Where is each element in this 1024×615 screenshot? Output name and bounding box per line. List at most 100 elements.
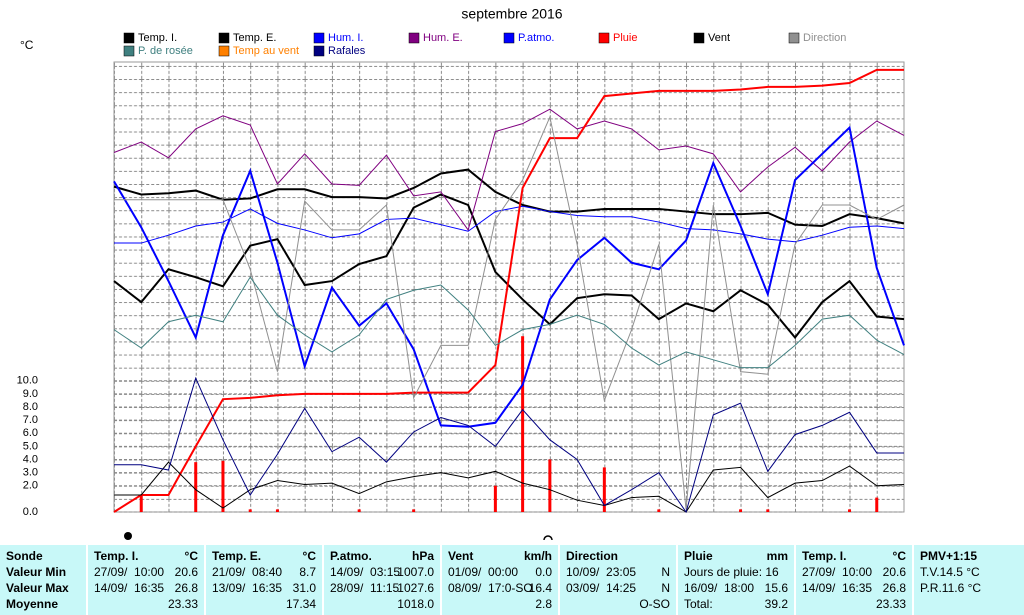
legend-label: Direction xyxy=(803,32,846,44)
cell-text: 03/09/ 14:25 xyxy=(566,581,637,595)
table-cell: Temp. E. °C xyxy=(206,548,322,564)
legend-label: Temp. E. xyxy=(233,32,276,44)
table-cell: 21/09/ 08:40 8.7 xyxy=(206,564,322,580)
cell-text: 16.4 xyxy=(528,581,552,595)
chart: septembre 2016 °C 0.0 2.03.0 4.05.06.07.08… xyxy=(17,6,905,541)
cell-text: 26.8 xyxy=(174,581,198,595)
series-line xyxy=(113,193,905,340)
table-cell: 14/09/ 16:35 26.8 xyxy=(88,580,204,596)
rain-bar xyxy=(848,509,852,512)
legend-swatch xyxy=(123,45,135,57)
series-line xyxy=(113,168,905,228)
column-separator xyxy=(912,545,914,615)
cell-text: Valeur Min xyxy=(6,565,67,579)
table-cell: 08/09/ 17:0-SO 16.4 xyxy=(442,580,558,596)
table-cell: T.V.14.5 °C xyxy=(914,564,1022,580)
table-cell: 2.8 xyxy=(442,596,558,612)
cell-text: Total: xyxy=(684,597,713,611)
table-cell: 1018.0 xyxy=(324,596,440,612)
legend-swatch xyxy=(123,32,135,44)
series-line xyxy=(114,205,905,244)
series-line xyxy=(114,376,904,514)
rain-bar xyxy=(548,459,552,512)
y-tick-label: 7.0 xyxy=(23,414,38,426)
legend-swatch xyxy=(313,32,325,44)
cell-text: Pluie xyxy=(684,549,713,563)
cell-text: PMV+1:15 xyxy=(920,549,978,563)
table-cell: 23.33 xyxy=(796,596,912,612)
moon-icon xyxy=(124,532,132,540)
table-cell: 01/09/ 00:00 0.0 xyxy=(442,564,558,580)
cell-text: 21/09/ 08:40 xyxy=(212,565,283,579)
y-tick-label: 8.0 xyxy=(23,401,38,413)
cell-text: 2.8 xyxy=(535,597,552,611)
rain-bar xyxy=(875,497,879,512)
series-line xyxy=(114,461,905,513)
rain-bar xyxy=(275,509,279,512)
column-separator xyxy=(676,545,678,615)
legend-label: Hum. I. xyxy=(328,32,363,44)
table-cell: 14/09/ 03:15 1007.0 xyxy=(324,564,440,580)
table-cell: 27/09/ 10:00 20.6 xyxy=(796,564,912,580)
cell-text: 1027.6 xyxy=(397,581,434,595)
cell-text: Vent xyxy=(448,549,474,563)
cell-text: Temp. E. xyxy=(212,549,262,563)
rain-bar xyxy=(357,509,361,512)
rain-bar xyxy=(194,462,198,512)
y-tick-label: 9.0 xyxy=(23,388,38,400)
cell-text: 16/09/ 18:00 xyxy=(684,581,755,595)
rain-bar xyxy=(602,467,606,512)
cell-text: 23.33 xyxy=(167,597,198,611)
table-cell: Moyenne xyxy=(0,596,86,612)
y-tick-label: 4.0 xyxy=(23,453,38,465)
cell-text: 27/09/ 10:00 xyxy=(802,565,873,579)
cell-text: Temp. I. xyxy=(802,549,847,563)
cell-text: 08/09/ 17:0-SO xyxy=(448,581,533,595)
table-cell: Temp. I. °C xyxy=(796,548,912,564)
cell-text: km/h xyxy=(523,549,552,563)
table-cell: PMV+1:15 xyxy=(914,548,1022,564)
cell-text: 14/09/ 03:15 xyxy=(330,565,401,579)
table-cell: Valeur Max xyxy=(0,580,86,596)
cell-text: N xyxy=(661,581,670,595)
summary-table: Sonde Temp. I. °C Temp. E. °C P.atmo. hPa Vent k… xyxy=(0,545,1024,615)
rain-bar xyxy=(248,509,252,512)
cell-text: 01/09/ 00:00 xyxy=(448,565,519,579)
table-cell: 13/09/ 16:35 31.0 xyxy=(206,580,322,596)
cell-text: °C xyxy=(892,549,906,563)
cell-text: 20.6 xyxy=(174,565,198,579)
column-separator xyxy=(794,545,796,615)
table-cell xyxy=(914,596,1022,612)
legend-label: Temp au vent xyxy=(233,45,299,57)
series-line xyxy=(113,125,905,428)
cell-text: P.atmo. xyxy=(330,549,372,563)
cell-text: 28/09/ 11:15 xyxy=(330,581,400,595)
table-cell: Sonde xyxy=(0,548,86,564)
table-cell: Valeur Min xyxy=(0,564,86,580)
cell-text: Valeur Max xyxy=(6,581,69,595)
legend-swatch xyxy=(218,45,230,57)
rain-bar xyxy=(493,485,497,512)
table-cell: Vent km/h xyxy=(442,548,558,564)
series-line xyxy=(113,68,904,513)
cell-text: 10/09/ 23:05 xyxy=(566,565,637,579)
cell-text: Temp. I. xyxy=(94,549,139,563)
legend-label: Rafales xyxy=(328,45,366,57)
table-cell: 03/09/ 14:25 N xyxy=(560,580,676,596)
cell-text: Direction xyxy=(566,549,619,563)
cell-text: 26.8 xyxy=(882,581,906,595)
cell-text: 8.7 xyxy=(299,565,316,579)
table-cell: Total: 39.2 xyxy=(678,596,794,612)
rain-bar xyxy=(766,509,770,512)
column-separator xyxy=(440,545,442,615)
cell-text: 27/09/ 10:00 xyxy=(94,565,165,579)
series-line xyxy=(113,276,905,369)
legend-label: P.atmo. xyxy=(518,32,555,44)
y-tick-label: 5.0 xyxy=(23,440,38,452)
rain-bar xyxy=(657,509,661,512)
legend-swatch xyxy=(693,32,705,44)
cell-text: O-SO xyxy=(639,597,670,611)
legend-swatch xyxy=(503,32,515,44)
cell-text: 1007.0 xyxy=(397,565,434,579)
